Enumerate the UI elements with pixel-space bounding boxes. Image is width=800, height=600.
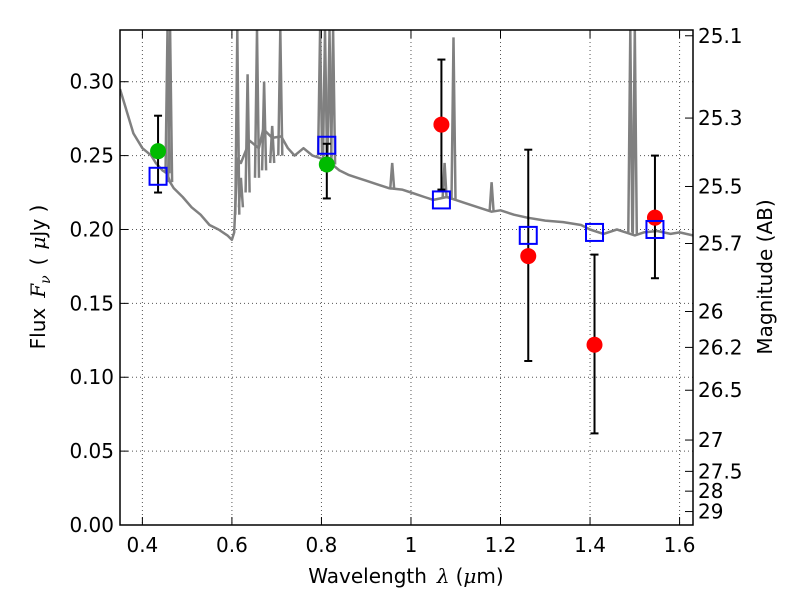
y2-tick-label: 25.5 [698, 174, 743, 198]
model-emission-line [388, 162, 396, 190]
model-emission-line [441, 162, 448, 199]
model-photometry-square [518, 225, 538, 245]
y2-tick-label: 26.5 [698, 378, 743, 402]
plot-frame [119, 29, 694, 526]
model-photometry-square [317, 135, 337, 155]
x-tick-label: 0.6 [216, 533, 248, 557]
model-emission-line [253, 30, 261, 178]
model-emission-line [488, 182, 495, 212]
y-tick-label: 0.30 [69, 70, 114, 94]
x-tick-label: 1 [405, 533, 418, 557]
model-emission-line [166, 30, 174, 183]
y2-axis-title: Magnitude (AB) [753, 199, 777, 354]
model-emission-line [450, 37, 457, 200]
y-axis-title-unit-rest: Jy ) [26, 205, 50, 239]
y-axis-title-subscript: ν [38, 275, 54, 284]
x-axis-title-symbol: λ [436, 564, 450, 588]
plot-background [120, 30, 693, 525]
model-emission-line [268, 125, 276, 164]
x-tick-label: 0.8 [306, 533, 338, 557]
red-data-point [520, 248, 537, 265]
y-tick-label: 0.00 [69, 513, 114, 537]
x-tick-label: 1.4 [574, 533, 606, 557]
y-axis-title-unit-mu: μ [26, 237, 50, 250]
x-axis-title-prefix: Wavelength [308, 564, 427, 588]
model-emission-line [237, 177, 245, 208]
model-emission-line [329, 30, 337, 165]
x-tick-label: 1.6 [664, 533, 696, 557]
y-tick-label: 0.15 [69, 291, 114, 315]
model-emission-line [234, 30, 241, 215]
y2-tick-label: 29 [698, 500, 723, 524]
y-tick-label: 0.25 [69, 144, 114, 168]
y-tick-label: 0.10 [69, 365, 114, 389]
red-data-point [646, 209, 663, 226]
y2-tick-label: 28 [698, 479, 723, 503]
model-emission-line [260, 81, 268, 171]
y2-tick-label: 25.1 [698, 24, 743, 48]
model-spectrum-line [120, 88, 693, 242]
x-tick-label: 1.2 [485, 533, 517, 557]
y2-tick-label: 26.2 [698, 335, 743, 359]
model-photometry-square [585, 222, 605, 242]
model-photometry-square [645, 219, 665, 239]
x-axis-title-unit-mu: μ [463, 564, 476, 588]
x-axis-title-unit-open: ( [456, 564, 464, 588]
x-axis-title-unit-rest: m) [476, 564, 503, 588]
green-data-point [150, 143, 167, 160]
model-emission-line [316, 30, 324, 156]
y-axis-title-prefix: Flux [26, 308, 50, 350]
y-axis-title-unit-open: ( [26, 258, 50, 266]
model-spectrum [120, 30, 693, 242]
y2-tick-label: 27.5 [698, 459, 743, 483]
model-emission-line [244, 74, 251, 193]
grid [120, 30, 693, 526]
y-axis-title-symbol: F [26, 283, 50, 299]
x-tick-label: 0.4 [126, 533, 158, 557]
y2-tick-label: 25.7 [698, 232, 743, 256]
ticks: 0.4 0.6 0.8 1 1.2 1.4 1.6 0.00 0.05 0.10 0.15 0.20 0… [69, 24, 742, 557]
model-photometry-square [431, 190, 451, 210]
model-emission-line [627, 30, 634, 233]
model-photometry-square [148, 166, 168, 186]
y2-tick-label: 27 [698, 428, 723, 452]
model-emission-line [277, 30, 284, 156]
green-data-point [318, 156, 335, 173]
red-data-point [433, 116, 450, 133]
model-emission-line [631, 30, 639, 234]
x-axis-title: Wavelength λ (μm) [308, 564, 503, 588]
data-points [148, 58, 665, 435]
y-axis-title: Flux Fν ( μJy ) [26, 205, 54, 350]
y-tick-label: 0.05 [69, 439, 114, 463]
y-tick-label: 0.20 [69, 217, 114, 241]
y2-tick-label: 25.3 [698, 106, 743, 130]
model-emission-line [321, 30, 329, 159]
red-data-point [586, 336, 603, 353]
y2-tick-label: 26 [698, 299, 723, 323]
